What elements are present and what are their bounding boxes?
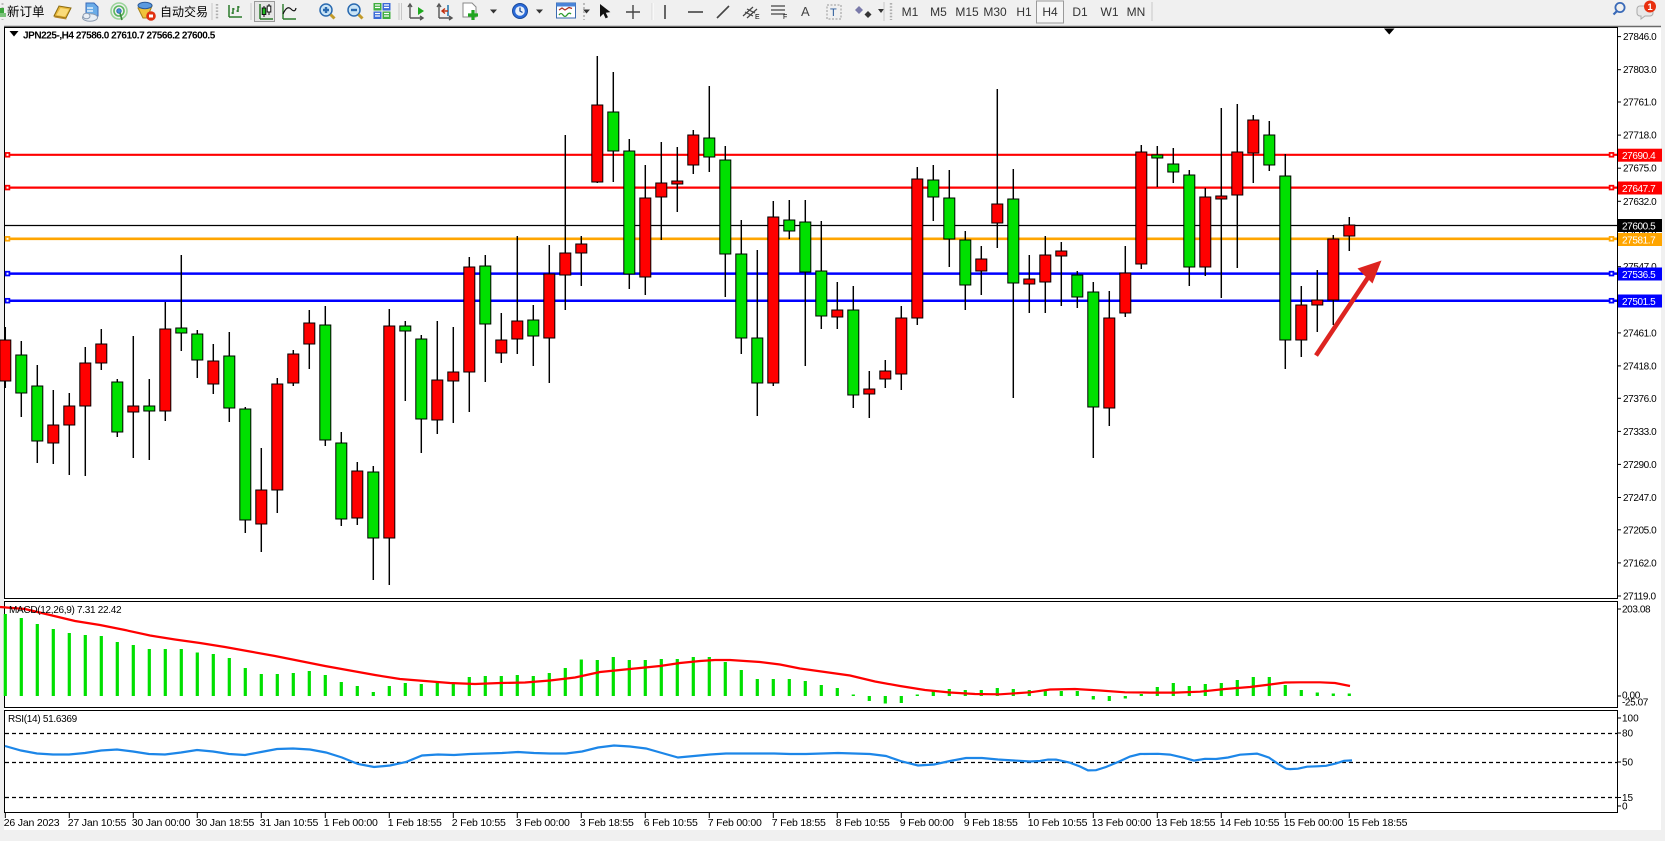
svg-text:2 Feb 10:55: 2 Feb 10:55 xyxy=(452,817,506,829)
svg-text:31 Jan 10:55: 31 Jan 10:55 xyxy=(260,817,319,829)
svg-text:27581.7: 27581.7 xyxy=(1622,236,1656,247)
svg-text:E: E xyxy=(755,14,760,21)
svg-text:-25.07: -25.07 xyxy=(1622,698,1649,709)
svg-text:27803.0: 27803.0 xyxy=(1623,65,1657,76)
svg-text:27690.4: 27690.4 xyxy=(1622,151,1656,162)
svg-text:27119.0: 27119.0 xyxy=(1623,592,1656,603)
svg-text:W1: W1 xyxy=(1101,5,1119,19)
svg-text:27418.0: 27418.0 xyxy=(1623,361,1657,372)
svg-text:RSI(14) 51.6369: RSI(14) 51.6369 xyxy=(8,714,78,725)
svg-text:7 Feb 18:55: 7 Feb 18:55 xyxy=(772,817,826,829)
svg-text:27647.7: 27647.7 xyxy=(1622,184,1656,195)
svg-text:30 Jan 18:55: 30 Jan 18:55 xyxy=(196,817,255,829)
svg-text:13 Feb 00:00: 13 Feb 00:00 xyxy=(1092,817,1152,829)
svg-text:27 Jan 10:55: 27 Jan 10:55 xyxy=(68,817,127,829)
svg-text:T: T xyxy=(830,7,837,19)
svg-text:100: 100 xyxy=(1622,714,1639,725)
svg-text:MN: MN xyxy=(1127,5,1146,19)
svg-text:80: 80 xyxy=(1622,729,1634,740)
svg-text:0.00: 0.00 xyxy=(1622,691,1641,702)
svg-text:F: F xyxy=(783,14,787,21)
svg-text:27761.0: 27761.0 xyxy=(1623,98,1657,109)
svg-text:27247.0: 27247.0 xyxy=(1623,493,1657,504)
svg-text:MACD(12,26,9) 7.31 22.42: MACD(12,26,9) 7.31 22.42 xyxy=(9,605,122,616)
svg-text:M15: M15 xyxy=(955,5,979,19)
svg-text:15 Feb 18:55: 15 Feb 18:55 xyxy=(1348,817,1408,829)
svg-text:新订单: 新订单 xyxy=(7,4,45,19)
svg-text:0: 0 xyxy=(1622,802,1628,813)
svg-text:27632.0: 27632.0 xyxy=(1623,197,1657,208)
svg-text:M30: M30 xyxy=(983,5,1007,19)
svg-text:3 Feb 00:00: 3 Feb 00:00 xyxy=(516,817,570,829)
svg-text:1 Feb 00:00: 1 Feb 00:00 xyxy=(324,817,378,829)
svg-text:27501.5: 27501.5 xyxy=(1622,297,1656,308)
svg-text:14 Feb 10:55: 14 Feb 10:55 xyxy=(1220,817,1280,829)
svg-text:A: A xyxy=(801,4,810,19)
svg-text:9 Feb 18:55: 9 Feb 18:55 xyxy=(964,817,1018,829)
svg-text:27461.0: 27461.0 xyxy=(1623,328,1657,339)
svg-text:15: 15 xyxy=(1622,793,1634,804)
svg-text:M5: M5 xyxy=(930,5,947,19)
svg-text:3 Feb 18:55: 3 Feb 18:55 xyxy=(580,817,634,829)
svg-text:H1: H1 xyxy=(1016,5,1032,19)
svg-text:13 Feb 18:55: 13 Feb 18:55 xyxy=(1156,817,1216,829)
svg-text:27536.5: 27536.5 xyxy=(1622,270,1656,281)
svg-text:10 Feb 10:55: 10 Feb 10:55 xyxy=(1028,817,1088,829)
svg-text:8 Feb 10:55: 8 Feb 10:55 xyxy=(836,817,890,829)
svg-text:9 Feb 00:00: 9 Feb 00:00 xyxy=(900,817,954,829)
svg-text:50: 50 xyxy=(1622,758,1634,769)
svg-text:1: 1 xyxy=(1647,2,1653,13)
svg-text:7 Feb 00:00: 7 Feb 00:00 xyxy=(708,817,762,829)
svg-text:15 Feb 00:00: 15 Feb 00:00 xyxy=(1284,817,1344,829)
svg-text:27600.5: 27600.5 xyxy=(1622,222,1656,233)
svg-text:203.08: 203.08 xyxy=(1622,605,1651,616)
svg-text:D1: D1 xyxy=(1072,5,1088,19)
svg-text:27205.0: 27205.0 xyxy=(1623,525,1657,536)
svg-text:27718.0: 27718.0 xyxy=(1623,131,1657,142)
svg-text:27376.0: 27376.0 xyxy=(1623,394,1657,405)
svg-text:27333.0: 27333.0 xyxy=(1623,427,1657,438)
svg-text:27846.0: 27846.0 xyxy=(1623,32,1657,43)
svg-text:M1: M1 xyxy=(902,5,919,19)
svg-text:27290.0: 27290.0 xyxy=(1623,460,1657,471)
svg-text:26 Jan 2023: 26 Jan 2023 xyxy=(4,817,60,829)
svg-text:30 Jan 00:00: 30 Jan 00:00 xyxy=(132,817,191,829)
svg-text:JPN225-,H4 27586.0 27610.7 27: JPN225-,H4 27586.0 27610.7 27566.2 27600… xyxy=(23,31,216,42)
svg-text:27162.0: 27162.0 xyxy=(1623,558,1657,569)
svg-text:27675.0: 27675.0 xyxy=(1623,164,1657,175)
svg-text:6 Feb 10:55: 6 Feb 10:55 xyxy=(644,817,698,829)
svg-text:自动交易: 自动交易 xyxy=(160,4,208,19)
svg-text:H4: H4 xyxy=(1042,5,1058,19)
svg-text:1 Feb 18:55: 1 Feb 18:55 xyxy=(388,817,442,829)
